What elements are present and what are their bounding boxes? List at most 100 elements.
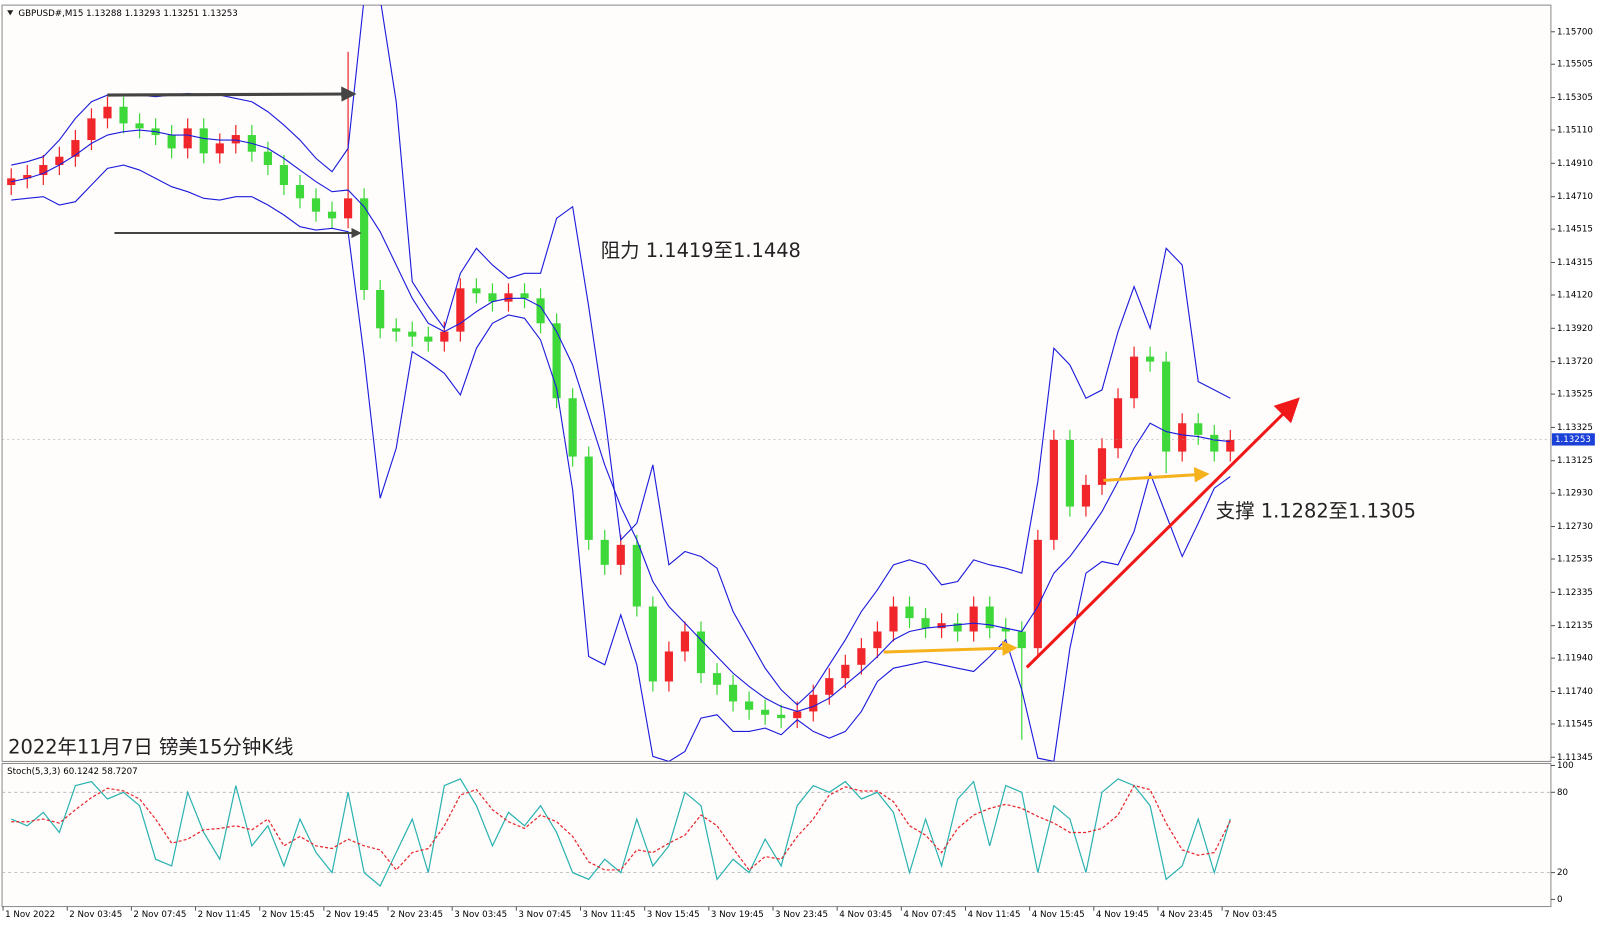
symbol-header: GBPUSD#,M15 1.13288 1.13293 1.13251 1.13… [18, 9, 237, 19]
y-tick-label: 20 [1557, 868, 1568, 878]
candle-body [584, 456, 593, 540]
y-tick-label: 1.11740 [1557, 687, 1593, 697]
y-tick-label: 1.15505 [1557, 60, 1593, 70]
y-tick-label: 1.13325 [1557, 423, 1593, 433]
x-tick-label: 1 Nov 2022 [5, 910, 55, 920]
y-tick-label: 1.12335 [1557, 588, 1593, 598]
stoch-panel [1, 762, 1552, 908]
x-tick-label: 4 Nov 15:45 [1032, 910, 1085, 920]
candle-body [568, 398, 577, 457]
candle-body [937, 623, 946, 629]
candle-body [1129, 356, 1139, 399]
candle-body [664, 651, 673, 682]
candle-body [1017, 631, 1026, 649]
candle-body [761, 709, 770, 715]
candle-body [215, 143, 224, 154]
x-tick-label: 4 Nov 19:45 [1096, 910, 1149, 920]
candle-body [504, 293, 513, 302]
stoch-header: Stoch(5,3,3) 60.1242 58.7207 [7, 767, 138, 777]
y-tick-label: 1.13920 [1557, 324, 1593, 334]
candle-body [1113, 398, 1123, 449]
candle-body [1162, 361, 1171, 452]
x-tick-label: 3 Nov 03:45 [454, 910, 507, 920]
candle-body [985, 606, 994, 629]
main-plot [2, 5, 1551, 762]
candle-body [728, 684, 738, 702]
candle-body [199, 128, 208, 154]
x-tick-label: 3 Nov 07:45 [518, 910, 571, 920]
candle-body [311, 198, 321, 212]
y-tick-label: 1.15305 [1557, 93, 1593, 103]
candle-body [119, 106, 128, 124]
candle-body [103, 106, 112, 119]
y-tick-label: 0 [1557, 895, 1563, 905]
candle-body [87, 118, 96, 141]
candle-body [1210, 434, 1219, 452]
candle-body [953, 623, 962, 632]
x-tick-label: 3 Nov 11:45 [583, 910, 636, 920]
bollinger-band [11, 164, 1231, 762]
candle-body [632, 544, 641, 607]
y-tick-label: 1.12930 [1557, 489, 1593, 499]
candle-body [360, 198, 369, 290]
y-tick-label: 1.14120 [1557, 290, 1593, 300]
candle-body [825, 678, 834, 695]
candle-body [1081, 484, 1091, 507]
candle-body [1226, 439, 1235, 452]
candle-body [680, 631, 690, 652]
y-tick-label: 1.14515 [1557, 225, 1593, 235]
candle-body [327, 211, 337, 219]
resistance-arrow [107, 86, 357, 102]
support-note: 支撑 1.1282至1.1305 [1216, 500, 1416, 523]
candle-body [440, 331, 449, 342]
candle-body [456, 288, 465, 332]
y-tick-label: 1.12135 [1557, 621, 1593, 631]
candle-body [969, 606, 978, 632]
y-tick-label: 1.15110 [1557, 126, 1593, 136]
main-panel [1, 4, 1552, 762]
candle-body [777, 714, 786, 719]
candle-body [408, 331, 417, 337]
x-tick-label: 2 Nov 23:45 [390, 910, 443, 920]
y-tick-label: 80 [1557, 788, 1568, 798]
candle-body [472, 288, 481, 294]
y-tick-label: 1.11345 [1557, 753, 1593, 763]
candle-body [376, 289, 385, 329]
candle-body [889, 606, 898, 632]
bollinger-band [11, 129, 1231, 713]
candle-body [183, 128, 192, 149]
candle-body [263, 151, 272, 166]
candle-body [616, 544, 625, 565]
candle-body [1194, 423, 1203, 435]
candle-body [1146, 356, 1155, 362]
candle-body [696, 631, 706, 674]
chart-caption: 2022年11月7日 镑美15分钟K线 [8, 736, 293, 759]
candle-body [1097, 448, 1107, 485]
candle-body [600, 539, 609, 565]
y-tick-label: 1.14710 [1557, 192, 1593, 202]
y-tick-label: 1.13525 [1557, 390, 1593, 400]
candle-body [424, 336, 433, 342]
candle-body [135, 123, 144, 129]
candle-body [167, 135, 176, 149]
candle-body [745, 701, 754, 710]
candle-body [809, 694, 818, 712]
candle-body [488, 293, 497, 302]
y-tick-label: 1.13125 [1557, 456, 1593, 466]
support-arrow [1103, 467, 1210, 483]
collapse-icon [7, 10, 14, 16]
x-tick-label: 4 Nov 11:45 [968, 910, 1021, 920]
candle-body [231, 135, 240, 144]
y-tick-label: 1.12730 [1557, 522, 1593, 532]
support-arrow [883, 640, 1018, 656]
x-tick-label: 3 Nov 19:45 [711, 910, 764, 920]
candle-body [1001, 628, 1010, 632]
x-tick-label: 2 Nov 11:45 [198, 910, 251, 920]
x-tick-label: 3 Nov 23:45 [775, 910, 828, 920]
candle-body [1178, 423, 1187, 452]
y-tick-label: 1.14910 [1557, 159, 1593, 169]
candle-body [873, 631, 882, 649]
last-price-label: 1.13253 [1555, 435, 1591, 445]
